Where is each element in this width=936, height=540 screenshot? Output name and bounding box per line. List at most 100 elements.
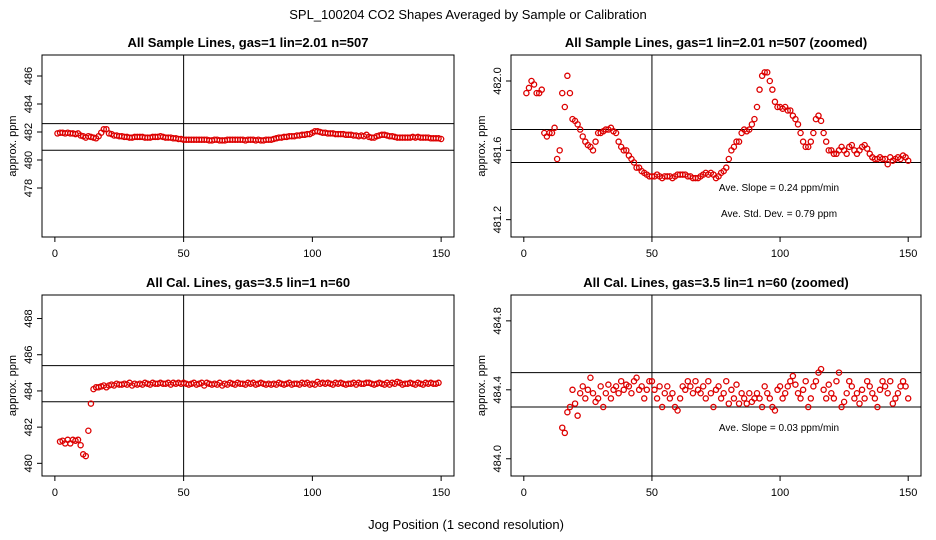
data-point xyxy=(651,386,658,394)
data-point xyxy=(753,390,761,397)
panel-4: All Cal. Lines, gas=3.5 lin=1 n=60 (zoom… xyxy=(476,275,922,499)
data-point xyxy=(869,390,876,397)
data-point xyxy=(904,395,912,402)
data-point xyxy=(559,424,566,431)
data-point xyxy=(884,160,891,168)
data-point xyxy=(776,383,784,390)
data-point xyxy=(669,390,676,397)
data-point xyxy=(730,395,738,402)
data-point xyxy=(874,403,881,411)
data-point xyxy=(753,103,761,111)
data-point xyxy=(699,383,707,390)
data-point xyxy=(889,400,897,407)
data-point xyxy=(822,395,830,402)
annotation: Ave. Std. Dev. = 0.79 ppm xyxy=(721,209,837,220)
panel-1: All Sample Lines, gas=1 lin=2.01 n=507 ap… xyxy=(7,35,455,260)
y-tick-label: 482 xyxy=(23,123,35,141)
data-point xyxy=(825,147,833,154)
data-point xyxy=(561,429,569,437)
data-point xyxy=(576,126,584,133)
data-point xyxy=(587,374,594,381)
data-point xyxy=(692,377,699,385)
data-point xyxy=(748,121,756,128)
y-axis-label: approx. ppm xyxy=(7,115,19,176)
data-point xyxy=(820,129,827,137)
data-point xyxy=(617,377,625,385)
data-point xyxy=(661,390,669,397)
data-point xyxy=(702,395,710,402)
data-point xyxy=(643,386,651,394)
data-point xyxy=(623,147,630,154)
data-point xyxy=(784,383,792,390)
data-point xyxy=(846,377,853,385)
data-point xyxy=(887,377,894,385)
x-tick-label: 100 xyxy=(771,248,789,260)
x-tick-label: 100 xyxy=(771,487,789,499)
data-point xyxy=(646,377,653,385)
data-point xyxy=(733,381,740,388)
y-tick-label: 484 xyxy=(23,95,35,113)
data-point xyxy=(815,112,822,119)
data-point xyxy=(799,138,807,145)
data-point xyxy=(559,89,566,97)
data-point xyxy=(551,124,558,132)
data-point xyxy=(764,69,771,76)
data-point xyxy=(833,377,840,385)
data-point xyxy=(805,403,812,411)
data-point xyxy=(656,383,663,390)
data-point xyxy=(881,383,889,390)
data-point xyxy=(758,403,766,411)
data-point xyxy=(569,386,576,394)
data-point xyxy=(904,157,912,164)
x-tick-label: 50 xyxy=(646,248,658,260)
data-point xyxy=(794,121,802,128)
data-point xyxy=(892,395,899,402)
data-point xyxy=(817,365,825,373)
data-point xyxy=(781,390,789,397)
data-point xyxy=(769,86,776,93)
data-point xyxy=(805,143,812,151)
data-point xyxy=(705,377,712,385)
data-point xyxy=(612,129,620,137)
data-point xyxy=(766,77,774,85)
figure-xlabel: Jog Position (1 second resolution) xyxy=(368,517,564,532)
y-tick-label: 484.8 xyxy=(492,307,504,335)
data-point xyxy=(792,115,799,123)
data-point xyxy=(730,143,738,151)
data-point xyxy=(648,377,656,385)
data-point xyxy=(592,138,599,145)
data-point xyxy=(571,400,579,407)
data-point xyxy=(561,103,569,111)
figure-title: SPL_100204 CO2 Shapes Averaged by Sample… xyxy=(289,7,647,22)
data-point xyxy=(615,138,622,145)
data-point xyxy=(771,407,779,414)
data-point xyxy=(612,383,620,390)
data-point xyxy=(74,436,82,444)
data-point xyxy=(723,377,730,385)
data-point xyxy=(641,395,648,402)
data-point xyxy=(564,72,571,80)
data-point xyxy=(82,452,90,460)
data-point xyxy=(589,147,597,154)
data-point xyxy=(720,390,727,397)
data-point xyxy=(876,386,884,394)
data-point xyxy=(689,390,697,397)
data-point xyxy=(607,395,615,402)
data-point xyxy=(589,390,597,397)
data-point xyxy=(838,403,845,411)
data-point xyxy=(843,150,850,158)
data-point xyxy=(735,138,743,145)
panel-title: All Cal. Lines, gas=3.5 lin=1 n=60 (zoom… xyxy=(583,275,849,290)
data-point xyxy=(633,374,640,381)
data-point xyxy=(830,150,838,158)
data-point xyxy=(848,383,856,390)
x-tick-label: 150 xyxy=(899,248,917,260)
x-tick-label: 150 xyxy=(432,487,450,499)
plot-frame xyxy=(41,294,455,477)
data-point xyxy=(756,395,763,402)
data-point xyxy=(674,407,681,414)
data-point xyxy=(822,138,830,145)
data-point xyxy=(879,377,886,385)
data-point xyxy=(707,390,715,397)
